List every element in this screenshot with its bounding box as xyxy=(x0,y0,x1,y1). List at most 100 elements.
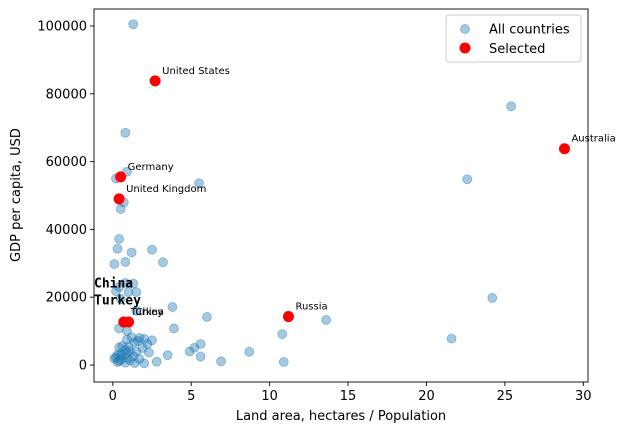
axes-layer xyxy=(93,8,589,383)
data-point xyxy=(189,342,200,353)
x-tick-label: 5 xyxy=(187,389,195,404)
data-point xyxy=(167,302,178,312)
points-layer xyxy=(109,19,570,369)
y-tick-label: 80000 xyxy=(46,87,87,102)
data-point xyxy=(120,127,131,138)
handwritten-label: China xyxy=(94,277,133,292)
data-point xyxy=(112,357,123,367)
data-point xyxy=(244,346,255,357)
data-point xyxy=(137,343,148,353)
data-point xyxy=(112,243,123,254)
data-point xyxy=(120,257,131,267)
data-point xyxy=(487,293,498,303)
data-point xyxy=(134,333,145,343)
handwritten-label: Turkey xyxy=(94,294,141,309)
data-point xyxy=(112,349,123,360)
data-point xyxy=(278,357,289,367)
data-point xyxy=(131,346,142,357)
data-point xyxy=(142,339,153,349)
data-point xyxy=(114,234,124,244)
data-point xyxy=(120,344,131,355)
y-tick-label: 40000 xyxy=(46,223,87,238)
data-point xyxy=(120,278,131,288)
data-point xyxy=(147,335,157,346)
data-point xyxy=(111,286,121,297)
data-point xyxy=(321,315,332,325)
point-annotation: Russia xyxy=(295,302,327,313)
selected-point xyxy=(115,171,127,183)
data-point xyxy=(114,356,124,366)
selected-point xyxy=(558,143,570,155)
point-annotation: Turkey xyxy=(130,307,164,318)
data-point xyxy=(128,19,139,30)
y-tick-label: 20000 xyxy=(46,291,87,306)
data-point xyxy=(134,354,145,364)
data-point xyxy=(117,350,128,361)
data-point xyxy=(462,174,473,185)
data-point xyxy=(133,336,143,346)
point-annotation: China xyxy=(136,307,165,318)
x-ticks: 0 5 10 15 20 25 30 xyxy=(109,382,592,404)
data-point xyxy=(151,356,162,367)
data-point xyxy=(131,305,142,316)
data-point xyxy=(109,353,120,364)
data-point xyxy=(115,348,126,359)
data-point xyxy=(195,339,206,349)
data-point xyxy=(115,294,126,304)
legend-marker-selected xyxy=(459,42,471,54)
point-annotation: Germany xyxy=(128,162,174,173)
data-point xyxy=(114,342,124,353)
data-point xyxy=(122,353,132,363)
y-ticks: 0 20000 40000 60000 80000 100000 xyxy=(37,19,94,374)
legend-marker-all xyxy=(460,24,470,34)
data-point xyxy=(158,257,168,268)
x-tick-label: 20 xyxy=(418,389,435,404)
x-axis-label: Land area, hectares / Population xyxy=(236,409,446,424)
data-point xyxy=(139,334,150,344)
data-point xyxy=(129,337,140,348)
data-point xyxy=(162,350,173,361)
plot-frame xyxy=(93,8,589,383)
x-tick-label: 10 xyxy=(261,389,278,404)
point-annotation: Australia xyxy=(571,134,615,145)
data-point xyxy=(147,244,157,255)
x-tick-label: 30 xyxy=(575,389,592,404)
data-point xyxy=(128,278,139,289)
data-point xyxy=(120,357,131,368)
y-tick-label: 0 xyxy=(79,359,87,374)
y-tick-label: 60000 xyxy=(46,155,87,170)
data-point xyxy=(195,351,206,362)
data-point xyxy=(129,358,140,368)
data-point xyxy=(123,287,134,298)
legend-label-all: All countries xyxy=(489,23,570,38)
legend-frame xyxy=(445,14,582,63)
data-point xyxy=(122,348,132,359)
selected-point xyxy=(149,75,161,87)
point-annotation: United States xyxy=(162,66,230,77)
data-point xyxy=(126,332,137,343)
data-point xyxy=(115,204,126,214)
data-point xyxy=(216,356,226,367)
data-point xyxy=(169,323,179,334)
y-tick-label: 100000 xyxy=(37,19,87,34)
data-point xyxy=(123,341,134,352)
annotations-layer: United States Australia Germany United King… xyxy=(94,66,616,318)
data-point xyxy=(131,287,142,298)
data-point xyxy=(277,329,288,340)
selected-point xyxy=(113,193,125,205)
data-point xyxy=(122,334,132,345)
x-tick-label: 0 xyxy=(109,389,117,404)
selected-point xyxy=(282,311,294,323)
data-point xyxy=(202,311,212,322)
data-point xyxy=(111,352,121,363)
x-tick-label: 15 xyxy=(340,389,357,404)
data-point xyxy=(126,247,137,258)
data-point xyxy=(128,351,139,362)
data-point xyxy=(125,355,135,366)
point-annotation: United Kingdom xyxy=(126,184,206,195)
data-point xyxy=(117,341,128,351)
data-point xyxy=(194,178,204,189)
data-point xyxy=(114,282,124,292)
y-axis-label: GDP per capita, USD xyxy=(9,128,24,262)
